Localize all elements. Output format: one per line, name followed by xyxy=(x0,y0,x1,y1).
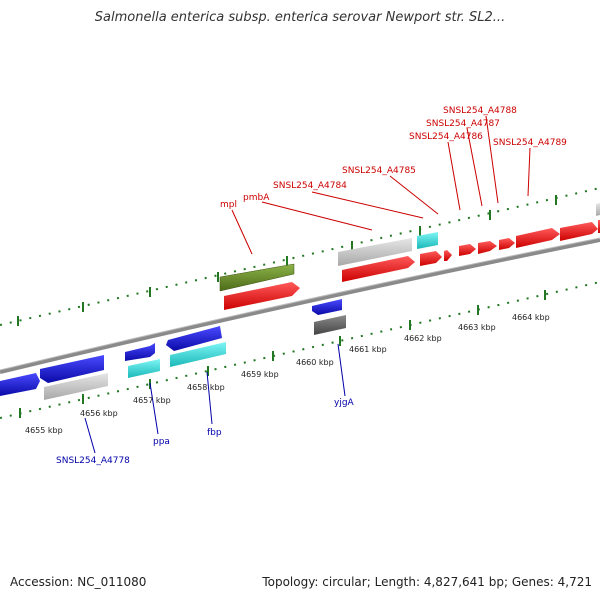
scale-label-4662: 4662 kbp xyxy=(404,334,442,343)
gene-yjgA[interactable] xyxy=(312,299,342,315)
scale-label-4661: 4661 kbp xyxy=(349,345,387,354)
label-A4778: SNSL254_A4778 xyxy=(56,456,130,466)
scale-label-4664: 4664 kbp xyxy=(512,313,550,322)
gene-mpl[interactable] xyxy=(219,263,295,292)
length-label: Length: xyxy=(374,575,421,589)
label-yjgA: yjgA xyxy=(334,398,355,408)
accession-value: NC_011080 xyxy=(77,575,147,589)
length-value: 4,827,641 bp xyxy=(423,575,504,589)
scale-label-4660: 4660 kbp xyxy=(296,358,334,367)
gene-yjgA-dark[interactable] xyxy=(314,315,346,335)
pseudogene-b[interactable] xyxy=(596,203,600,216)
gene-next[interactable] xyxy=(560,222,598,241)
genome-title: Salmonella enterica subsp. enterica sero… xyxy=(94,10,506,25)
label-A4789: SNSL254_A4789 xyxy=(493,138,567,148)
upper-leader-lines xyxy=(231,115,531,255)
gene-fbp[interactable] xyxy=(166,326,222,351)
scale-label-4663: 4663 kbp xyxy=(458,323,496,332)
gene-pmbA[interactable] xyxy=(224,282,300,310)
scale-label-4659: 4659 kbp xyxy=(241,370,279,379)
topology-value: circular xyxy=(322,575,367,589)
label-A4784: SNSL254_A4784 xyxy=(273,181,347,191)
label-mpl: mpl xyxy=(220,200,237,210)
topology-label: Topology: xyxy=(262,575,319,589)
scale-label-4656: 4656 kbp xyxy=(80,409,118,418)
reverse-strand-features xyxy=(0,299,346,400)
gene-left-edge[interactable] xyxy=(0,373,40,396)
genes-label: Genes: xyxy=(511,575,554,589)
gene-A4786[interactable] xyxy=(444,250,452,261)
label-A4786: SNSL254_A4786 xyxy=(409,132,483,142)
label-A4787: SNSL254_A4787 xyxy=(426,119,500,129)
rna-ppa[interactable] xyxy=(128,359,160,378)
lower-leader-lines xyxy=(84,343,346,454)
pseudogene-a[interactable] xyxy=(338,238,412,266)
label-fbp: fbp xyxy=(207,428,222,438)
genome-backbone xyxy=(0,238,600,374)
genes-value: 4,721 xyxy=(557,575,592,589)
gene-A4789[interactable] xyxy=(516,228,560,248)
bottom-gene-labels: SNSL254_A4778 ppa fbp yjgA xyxy=(56,398,355,466)
scale-label-4655: 4655 kbp xyxy=(25,426,63,435)
gene-A4788[interactable] xyxy=(499,238,515,250)
label-ppa: ppa xyxy=(153,437,170,447)
rna-feature-a[interactable] xyxy=(417,232,438,249)
forward-strand-features xyxy=(219,203,600,310)
gene-A4778[interactable] xyxy=(40,355,104,383)
label-pmbA: pmbA xyxy=(243,193,270,203)
genome-stats: Topology: circular; Length: 4,827,641 bp… xyxy=(262,575,592,589)
label-A4788: SNSL254_A4788 xyxy=(443,106,517,116)
gene-ppa-a[interactable] xyxy=(125,343,155,361)
scale-label-4657: 4657 kbp xyxy=(133,396,171,405)
pseudogene-c[interactable] xyxy=(44,373,108,400)
gene-A4787[interactable] xyxy=(459,244,476,256)
gene-A4785[interactable] xyxy=(420,251,442,266)
major-ticks xyxy=(17,195,557,418)
gene-A4784[interactable] xyxy=(342,256,415,282)
top-gene-labels: mpl pmbA SNSL254_A4784 SNSL254_A4785 SNS… xyxy=(220,106,567,210)
accession-label: Accession: xyxy=(10,575,74,589)
rna-fbp[interactable] xyxy=(170,342,226,367)
scale-label-4658: 4658 kbp xyxy=(187,383,225,392)
scale-labels: 4655 kbp 4656 kbp 4657 kbp 4658 kbp 4659… xyxy=(25,313,550,435)
gene-A4787b[interactable] xyxy=(478,241,497,254)
accession-info: Accession: NC_011080 xyxy=(10,575,146,589)
label-A4785: SNSL254_A4785 xyxy=(342,166,416,176)
